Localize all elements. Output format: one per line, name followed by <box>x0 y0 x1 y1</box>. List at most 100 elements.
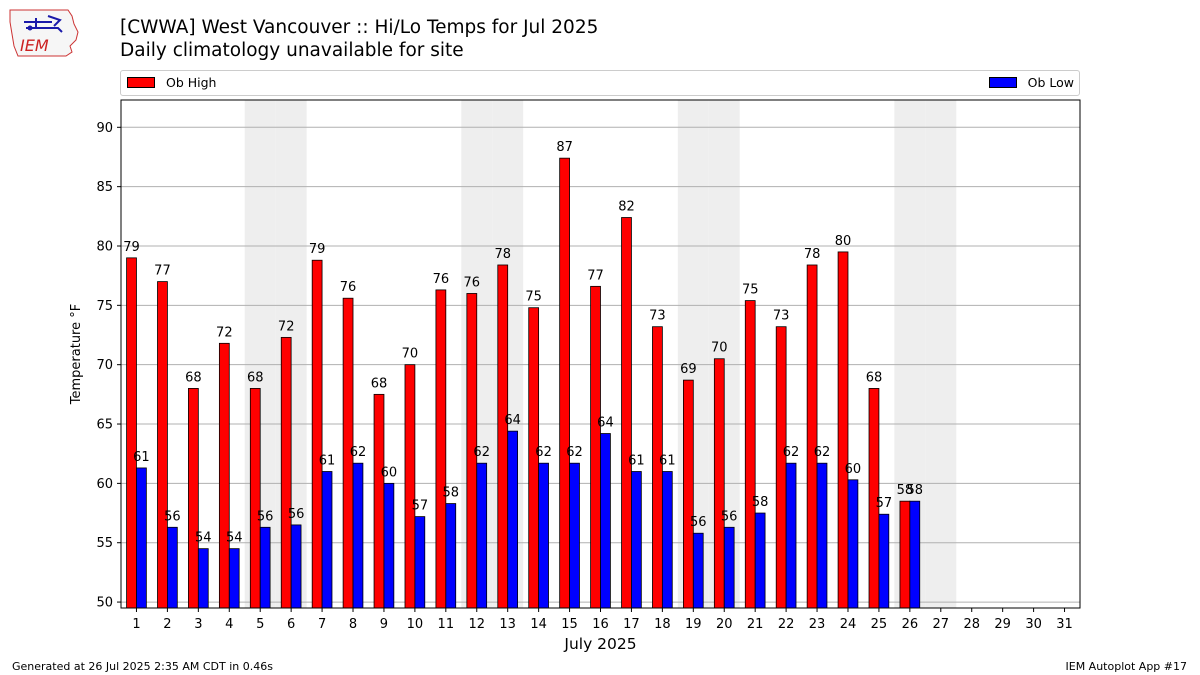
value-label-high: 75 <box>742 283 759 298</box>
y-tick-label: 55 <box>96 536 113 551</box>
x-tick-label: 20 <box>716 617 733 632</box>
legend-item-high: Ob High <box>127 75 216 90</box>
bar-high <box>497 264 509 609</box>
legend-item-low: Ob Low <box>988 75 1074 90</box>
y-axis: 50 55 60 65 70 75 80 85 90 <box>96 121 121 611</box>
value-label-low: 62 <box>566 445 583 460</box>
value-label-high: 76 <box>433 272 450 287</box>
x-tick-label: 13 <box>499 617 516 632</box>
weekend-band <box>925 100 957 608</box>
x-tick-label: 28 <box>963 617 980 632</box>
value-label-low: 61 <box>628 454 645 469</box>
y-tick-label: 65 <box>96 418 113 433</box>
value-label-high: 78 <box>804 247 821 262</box>
x-tick-label: 26 <box>902 617 919 632</box>
x-axis: 1 2 3 4 5 6 7 8 9 10 11 12 13 14 15 16 17 18 19 20 21 22 23 24 2… <box>132 608 1073 632</box>
x-tick-label: 23 <box>809 617 826 632</box>
bar-low <box>136 467 147 609</box>
bar-low <box>600 433 611 609</box>
x-tick-label: 17 <box>623 617 640 632</box>
bar-high <box>837 251 849 609</box>
bar-low <box>383 482 395 609</box>
value-label-low: 61 <box>133 450 150 465</box>
x-tick-label: 1 <box>132 617 140 632</box>
value-label-high: 73 <box>649 309 666 324</box>
bar-low <box>816 462 828 609</box>
value-label-high: 68 <box>185 370 202 385</box>
x-tick-label: 15 <box>561 617 578 632</box>
x-tick-label: 16 <box>592 617 609 632</box>
x-tick-label: 24 <box>840 617 857 632</box>
bar-low <box>167 526 178 609</box>
bar-high <box>373 393 385 609</box>
bar-low <box>321 471 333 609</box>
value-label-low: 61 <box>319 454 336 469</box>
chart-legend: Ob High Ob Low <box>120 70 1080 96</box>
value-label-low: 62 <box>783 445 800 460</box>
y-tick-label: 90 <box>96 121 113 136</box>
bar-high <box>435 289 447 609</box>
legend-label-low: Ob Low <box>1027 75 1074 90</box>
bar-low <box>228 548 240 609</box>
value-label-low: 56 <box>257 509 274 524</box>
bar-low <box>507 430 518 609</box>
bar-low <box>723 526 735 609</box>
value-label-high: 69 <box>680 362 697 377</box>
value-label-low: 57 <box>412 499 429 514</box>
x-tick-label: 25 <box>871 617 888 632</box>
y-tick-label: 80 <box>96 239 113 254</box>
bar-low <box>847 479 859 609</box>
value-label-low: 56 <box>721 509 738 524</box>
x-tick-label: 5 <box>256 617 264 632</box>
value-label-low: 56 <box>690 515 707 530</box>
bar-high <box>775 326 787 609</box>
y-tick-label: 75 <box>96 299 113 314</box>
value-label-high: 82 <box>618 200 635 215</box>
value-label-low: 62 <box>350 445 367 460</box>
value-label-high: 58 <box>897 483 914 498</box>
bar-low <box>661 471 673 609</box>
bar-low <box>878 513 890 609</box>
x-tick-label: 8 <box>349 617 357 632</box>
bar-high <box>126 257 137 609</box>
value-label-high: 72 <box>278 319 295 334</box>
bar-high <box>899 500 911 609</box>
bar-high <box>188 388 199 609</box>
value-label-low: 58 <box>752 495 769 510</box>
value-label-low: 64 <box>504 413 521 428</box>
y-tick-label: 50 <box>96 596 113 611</box>
x-tick-label: 6 <box>287 617 295 632</box>
value-label-high: 70 <box>711 341 728 356</box>
bar-high <box>559 157 570 609</box>
x-tick-label: 3 <box>194 617 202 632</box>
y-axis-label: Temperature °F <box>69 304 84 405</box>
legend-swatch-low <box>988 77 1017 88</box>
value-label-high: 77 <box>154 264 171 279</box>
bar-low <box>352 462 364 609</box>
bar-low <box>569 462 580 609</box>
value-label-low: 64 <box>597 416 614 431</box>
bar-low <box>259 526 271 609</box>
bar-high <box>744 300 756 609</box>
value-label-low: 58 <box>907 483 924 498</box>
value-label-high: 75 <box>525 290 542 305</box>
x-axis-label: July 2025 <box>563 635 636 653</box>
bar-high <box>249 388 261 609</box>
value-label-low: 54 <box>195 531 212 546</box>
bar-low <box>631 471 642 609</box>
bar-low <box>754 512 766 609</box>
bar-low <box>197 548 209 609</box>
bar-high <box>157 281 168 609</box>
bar-high <box>590 285 601 609</box>
bar-low <box>445 503 457 609</box>
value-label-low: 54 <box>226 531 243 546</box>
bar-low <box>476 462 488 609</box>
x-tick-label: 14 <box>530 617 547 632</box>
value-label-high: 78 <box>494 247 511 262</box>
svg-text:IEM: IEM <box>20 36 49 55</box>
x-tick-label: 2 <box>163 617 171 632</box>
x-tick-label: 31 <box>1056 617 1073 632</box>
value-label-low: 56 <box>164 509 181 524</box>
bar-high <box>621 217 632 609</box>
value-label-high: 68 <box>247 370 264 385</box>
